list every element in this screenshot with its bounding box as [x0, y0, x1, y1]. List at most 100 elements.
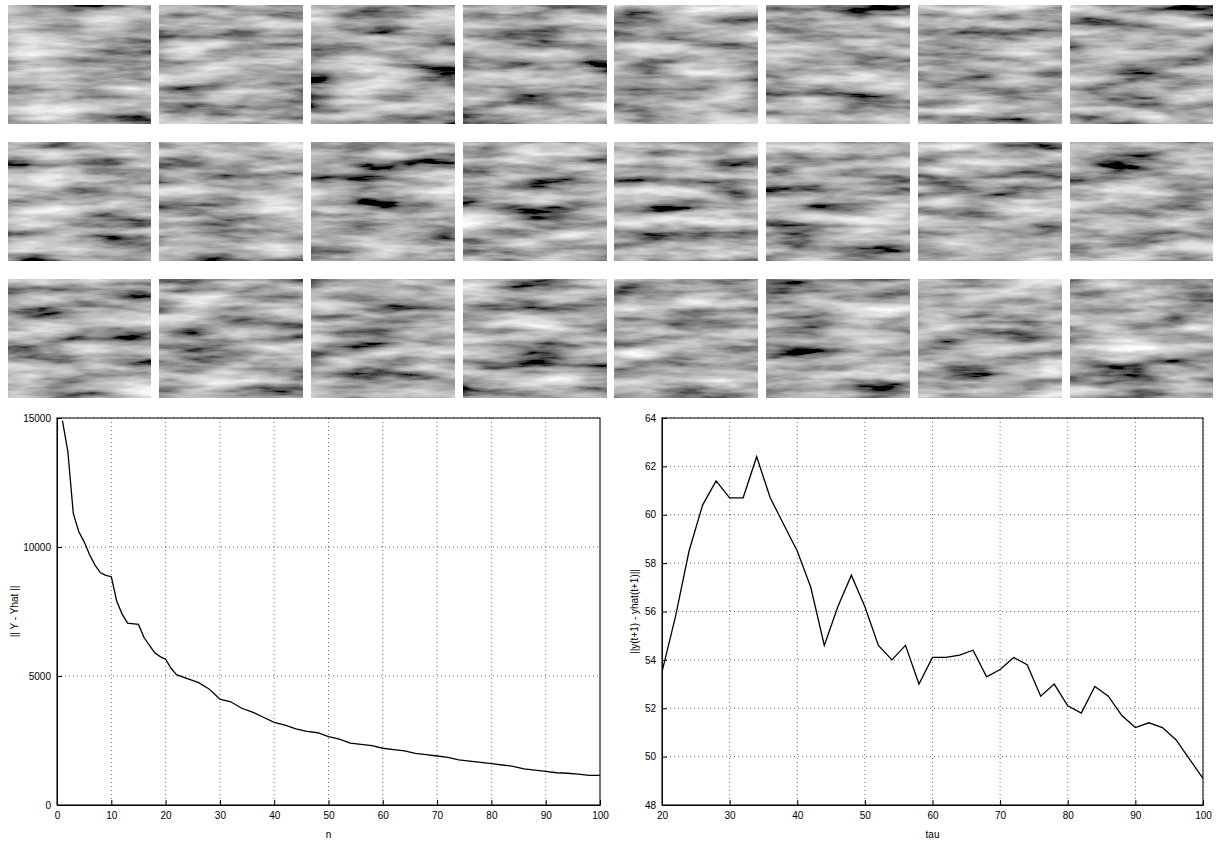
water-frame	[8, 279, 151, 398]
grid-line-y	[662, 756, 1203, 757]
x-tick-mark	[491, 800, 492, 805]
y-axis: 485052545658606264	[645, 413, 667, 811]
y-tick-label: 50	[645, 751, 657, 762]
y-tick: 52	[645, 703, 667, 714]
grid-line-x	[1000, 418, 1001, 805]
x-tick-mark	[1000, 800, 1001, 805]
x-axis: 2030405060708090100	[657, 800, 1212, 821]
x-tick-label: 60	[927, 810, 939, 821]
x-tick-label: 30	[725, 810, 737, 821]
plot-frame	[662, 418, 1203, 805]
grid-line-y	[662, 563, 1203, 564]
x-tick-mark	[933, 800, 934, 805]
x-tick-mark	[797, 800, 798, 805]
x-tick-label: 40	[269, 810, 281, 821]
x-tick: 80	[1063, 800, 1075, 821]
x-axis: 0102030405060708090100	[55, 800, 610, 821]
grid-line-x	[864, 418, 865, 805]
y-tick: 15000	[23, 413, 62, 424]
y-axis-title: ||y(t+1) - yhat(t+1)||	[629, 569, 640, 654]
grid-line-x	[111, 418, 112, 805]
y-tick-mark	[662, 708, 667, 709]
y-tick-mark	[662, 612, 667, 613]
grid-line-x	[328, 418, 329, 805]
plot-frame	[57, 418, 600, 805]
x-tick-label: 20	[161, 810, 173, 821]
y-tick: 10000	[23, 542, 62, 553]
y-tick-label: 56	[645, 606, 657, 617]
water-frame	[918, 5, 1061, 124]
y-tick-label: 62	[645, 461, 657, 472]
x-axis-line	[663, 805, 1204, 806]
x-tick-label: 30	[215, 810, 227, 821]
y-tick: 56	[645, 606, 667, 617]
grid-line-x	[1067, 418, 1068, 805]
marks	[62, 421, 600, 776]
y-tick: 0	[45, 800, 62, 811]
x-tick: 60	[927, 800, 939, 821]
y-tick: 62	[645, 461, 667, 472]
y-tick: 5000	[29, 671, 62, 682]
water-frame	[463, 5, 606, 124]
y-axis: 0 5000 10000 15000	[23, 413, 62, 811]
water-frame	[767, 5, 910, 124]
y-axis-line	[57, 419, 58, 806]
x-tick-mark	[730, 800, 731, 805]
x-tick-mark	[600, 800, 601, 805]
x-tick: 100	[1195, 800, 1212, 821]
y-axis-title: || Y - Yhat ||	[9, 586, 20, 638]
y-tick: 50	[645, 751, 667, 762]
chart: 0102030405060708090100050001000015000n||…	[9, 413, 610, 840]
x-tick: 50	[323, 800, 335, 821]
grid-line-x	[165, 418, 166, 805]
x-tick: 80	[486, 800, 498, 821]
grid-line-y	[662, 466, 1203, 467]
y-tick-mark	[662, 757, 667, 758]
x-tick-label: 100	[1195, 810, 1212, 821]
x-tick: 100	[592, 800, 609, 821]
grid-line-y	[57, 547, 600, 548]
y-tick: 58	[645, 558, 667, 569]
x-axis-title: n	[326, 829, 332, 840]
grid-line-y	[662, 659, 1203, 660]
x-tick-mark	[1135, 800, 1136, 805]
y-tick-mark	[57, 676, 62, 677]
x-tick: 90	[541, 800, 553, 821]
water-frame	[311, 5, 454, 124]
grid	[662, 418, 1203, 805]
x-tick-mark	[1203, 800, 1204, 805]
x-axis-title: tau	[926, 829, 940, 840]
water-frame	[8, 5, 151, 124]
water-frame	[615, 279, 758, 398]
y-tick-label: 48	[645, 800, 657, 811]
y-tick-label: 5000	[29, 671, 52, 682]
x-tick-label: 80	[1063, 810, 1075, 821]
x-tick-mark	[274, 800, 275, 805]
y-tick-mark	[662, 563, 667, 564]
x-tick-label: 90	[541, 810, 553, 821]
water-frame	[8, 142, 151, 261]
x-tick-mark	[383, 800, 384, 805]
y-tick-mark	[57, 547, 62, 548]
y-tick-mark	[662, 515, 667, 516]
y-tick-mark	[662, 805, 667, 806]
grid-line-x	[729, 418, 730, 805]
x-tick-label: 20	[657, 810, 669, 821]
x-tick: 90	[1130, 800, 1142, 821]
grid-line-x	[1135, 418, 1136, 805]
grid-line-x	[219, 418, 220, 805]
x-tick-label: 0	[55, 810, 61, 821]
y-tick-label: 52	[645, 703, 657, 714]
water-frame	[615, 5, 758, 124]
grid-line-y	[662, 611, 1203, 612]
grid-line-x	[382, 418, 383, 805]
water-frame	[1070, 279, 1213, 398]
x-tick-mark	[220, 800, 221, 805]
grid-line-y	[57, 676, 600, 677]
y-tick-label: 60	[645, 509, 657, 520]
y-tick: 64	[645, 413, 667, 424]
x-tick-mark	[865, 800, 866, 805]
water-frame	[767, 142, 910, 261]
x-tick-label: 80	[486, 810, 498, 821]
y-tick-label: 0	[45, 800, 51, 811]
